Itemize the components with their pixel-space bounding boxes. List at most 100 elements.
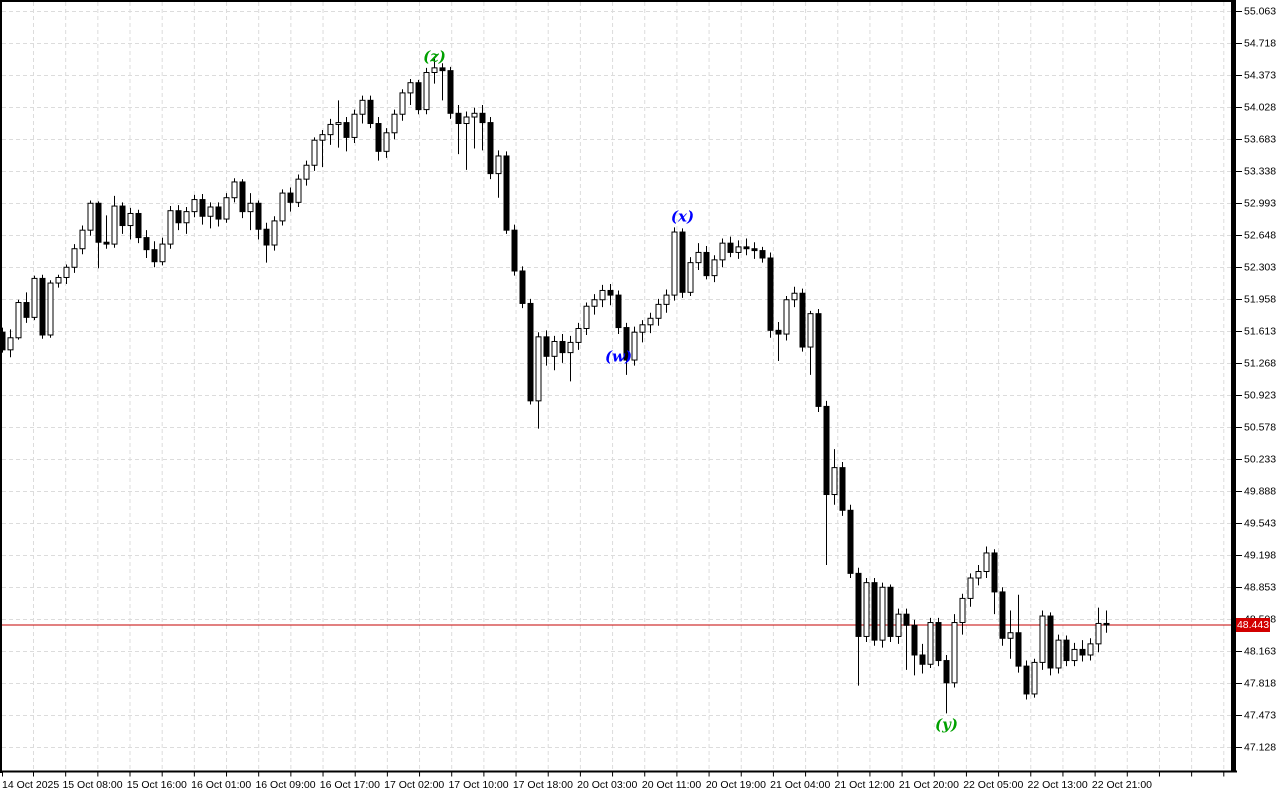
candle-body: [943, 660, 950, 684]
price-tick-label: 51.613: [1244, 326, 1276, 338]
time-tick-label: 21 Oct 20:00: [899, 779, 959, 791]
wave-label[interactable]: (z): [423, 48, 446, 66]
candle-body: [135, 212, 142, 239]
candle-body: [23, 302, 30, 318]
wave-label[interactable]: (y): [935, 716, 958, 734]
candle-body: [303, 164, 310, 180]
candle-body: [599, 289, 606, 301]
price-tick-label: 52.648: [1244, 230, 1276, 242]
candle-body: [807, 313, 814, 348]
candle-body: [999, 591, 1006, 639]
time-tick-label: 21 Oct 12:00: [835, 779, 895, 791]
candle-body: [983, 552, 990, 573]
price-tick-label: 48.163: [1244, 646, 1276, 658]
candle-body: [191, 199, 198, 213]
price-axis[interactable]: 55.063 54.718 54.373 54.028 53.683 53.338 52.9…: [1236, 6, 1276, 754]
candle-body: [775, 329, 782, 335]
candle-body: [1023, 665, 1030, 695]
candle-body: [143, 237, 150, 251]
candle-body: [55, 276, 62, 284]
candle-body: [607, 289, 614, 296]
candle-body: [991, 552, 998, 593]
candle-body: [383, 132, 390, 152]
time-tick-label: 20 Oct 03:00: [577, 779, 637, 791]
time-axis[interactable]: 14 Oct 2025 15 Oct 08:00 15 Oct 16:00 16 Oc…: [2, 772, 1225, 792]
candle-body: [1055, 639, 1062, 669]
candle-body: [879, 586, 886, 641]
price-tick-label: 51.268: [1244, 358, 1276, 370]
candle-body: [335, 122, 342, 125]
candle-body: [15, 302, 22, 339]
price-tick-label: 48.853: [1244, 582, 1276, 594]
candle-body: [455, 112, 462, 125]
candle-body: [951, 622, 958, 684]
candle-body: [1079, 648, 1086, 656]
candle-body: [71, 248, 78, 268]
wave-label[interactable]: (x): [671, 207, 694, 225]
candle-body: [927, 622, 934, 665]
current-price-tag: 48.443: [1236, 618, 1270, 633]
candle-body: [287, 192, 294, 203]
candle-body: [295, 178, 302, 203]
candle-body: [975, 571, 982, 579]
price-tick-label: 47.818: [1244, 678, 1276, 690]
candle-body: [431, 67, 438, 73]
candle-body: [823, 405, 830, 496]
candle-body: [839, 467, 846, 511]
candle-body: [311, 139, 318, 166]
candle-body: [7, 337, 14, 351]
wave-label[interactable]: (w): [605, 347, 632, 365]
candle-body: [903, 613, 910, 626]
price-tick-label: 47.128: [1244, 742, 1276, 754]
candle-body: [407, 82, 414, 94]
candle-body: [655, 303, 662, 319]
candle-body: [919, 654, 926, 665]
candle-body: [415, 82, 422, 111]
candle-body: [175, 210, 182, 224]
candle-body: [735, 246, 742, 253]
candle-body: [887, 586, 894, 637]
candle-body: [855, 572, 862, 637]
candle-body: [1039, 615, 1046, 663]
candle-body: [959, 597, 966, 624]
candle-body: [799, 292, 806, 348]
candle-body: [911, 624, 918, 656]
time-tick-label: 22 Oct 21:00: [1092, 779, 1152, 791]
candle-body: [31, 277, 38, 318]
candle-body: [271, 220, 278, 246]
chart-frame: [0, 0, 1237, 773]
time-tick-label: 22 Oct 05:00: [963, 779, 1023, 791]
candle-body: [535, 336, 542, 402]
candle-body: [631, 331, 638, 361]
candle-body: [767, 257, 774, 331]
time-tick-label: 16 Oct 17:00: [320, 779, 380, 791]
candle-body: [263, 228, 270, 246]
candle-body: [551, 340, 558, 357]
candle-body: [703, 251, 710, 277]
wave-annotations: (z) (x) (w) (y): [423, 48, 958, 734]
candle-body: [687, 262, 694, 293]
candle-body: [559, 340, 566, 354]
candle-body: [167, 210, 174, 245]
candle-body: [743, 246, 750, 250]
price-tick-label: 50.578: [1244, 422, 1276, 434]
candle-body: [215, 206, 222, 220]
candle-body: [207, 206, 214, 217]
candle-body: [399, 92, 406, 115]
candle-body: [367, 99, 374, 125]
candle-body: [63, 266, 70, 278]
price-tick-label: 54.718: [1244, 38, 1276, 50]
candle-body: [1007, 632, 1014, 639]
candle-body: [679, 231, 686, 293]
price-tick-label: 52.303: [1244, 262, 1276, 274]
candle-body: [351, 113, 358, 138]
price-tick-label: 50.233: [1244, 454, 1276, 466]
candle-body: [935, 622, 942, 662]
time-tick-label: 14 Oct 2025: [2, 779, 59, 791]
time-tick-label: 16 Oct 09:00: [255, 779, 315, 791]
candle-body: [695, 251, 702, 264]
candle-body: [1063, 639, 1070, 662]
candle-body: [871, 582, 878, 641]
